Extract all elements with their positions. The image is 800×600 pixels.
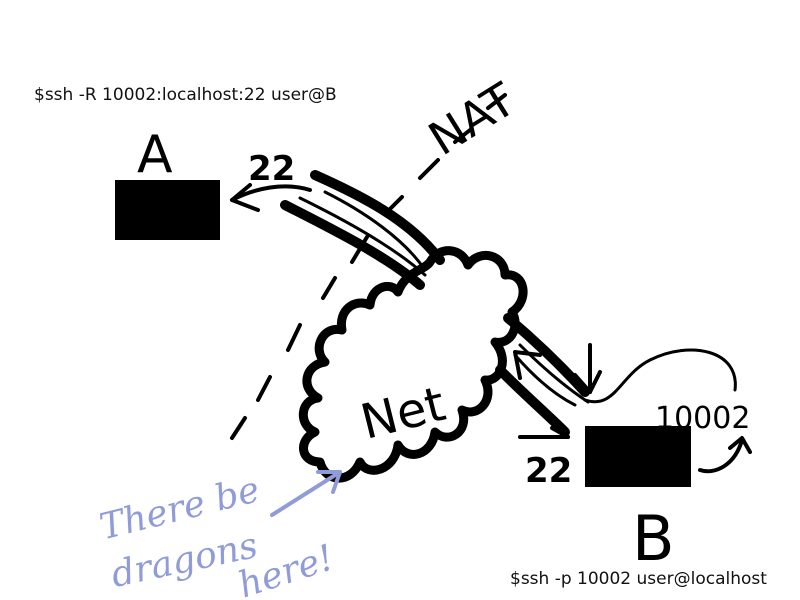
tunnel-a-net xyxy=(280,170,445,290)
net-cloud xyxy=(298,246,528,483)
host-b-box xyxy=(585,426,691,487)
arrow-to-b-port xyxy=(518,426,570,439)
label-port-tunnel: 10002 xyxy=(655,401,750,436)
tunnel-net-b xyxy=(495,313,590,437)
host-a-box xyxy=(115,180,220,240)
label-nat: NAT xyxy=(419,72,525,166)
note-arrow xyxy=(270,470,342,517)
dragons-note: There be dragons here! xyxy=(96,469,339,600)
loop-to-10002 xyxy=(583,348,737,404)
arrow-to-a xyxy=(230,183,312,212)
command-host-b: $ssh -p 10002 user@localhost xyxy=(510,569,767,589)
command-host-a: $ssh -R 10002:localhost:22 user@B xyxy=(34,85,337,105)
label-host-a: A xyxy=(137,125,173,185)
label-port-a: 22 xyxy=(248,149,295,189)
label-port-b: 22 xyxy=(525,451,572,491)
loop-10002-to-b xyxy=(698,436,752,474)
arrow-down-b xyxy=(573,343,602,394)
label-host-b: B xyxy=(632,502,675,575)
arrow-up-net xyxy=(513,350,542,380)
